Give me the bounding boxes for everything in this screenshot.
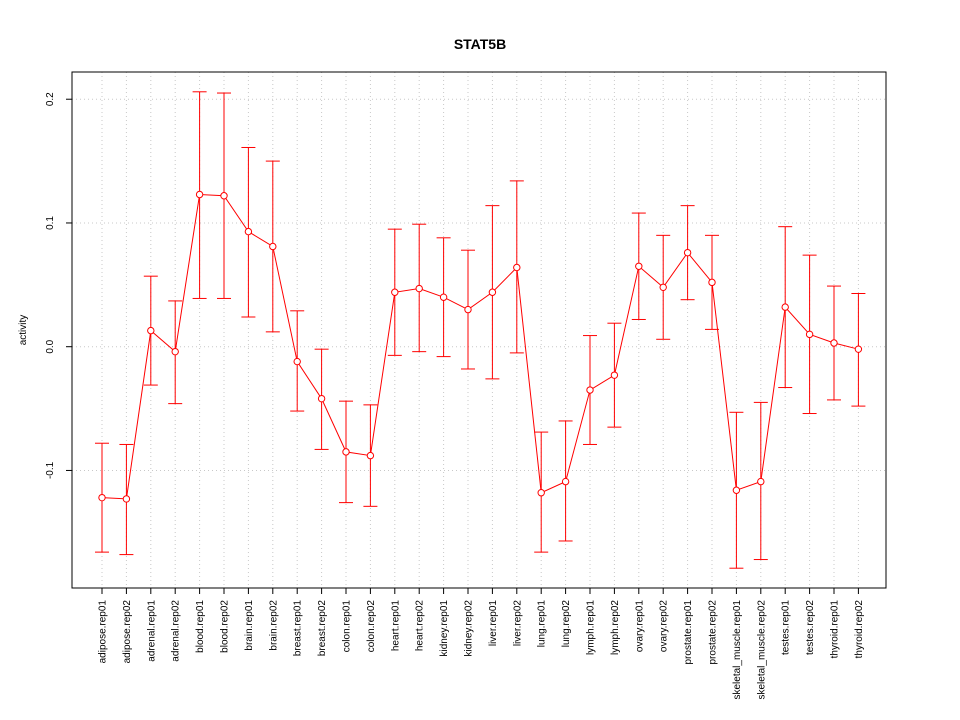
y-axis-label: activity bbox=[18, 315, 29, 346]
x-tick-label: liver.rep01 bbox=[488, 600, 499, 647]
x-tick-label: kidney.rep02 bbox=[464, 600, 475, 657]
data-point bbox=[464, 305, 472, 314]
x-tick-label: ovary.rep01 bbox=[634, 600, 645, 653]
data-point bbox=[781, 303, 789, 311]
data-point bbox=[586, 386, 594, 394]
x-tick-label: testes.rep02 bbox=[805, 600, 816, 655]
x-tick-label: skeletal_muscle.rep02 bbox=[756, 600, 767, 700]
data-point bbox=[244, 227, 253, 236]
x-tick-label: brain.rep02 bbox=[268, 600, 279, 651]
data-point bbox=[805, 330, 814, 339]
x-tick-label: breast.rep01 bbox=[293, 600, 304, 657]
x-tick-label: lymph.rep02 bbox=[610, 600, 621, 655]
x-tick-label: skeletal_muscle.rep01 bbox=[732, 600, 743, 700]
data-point bbox=[732, 486, 741, 494]
data-point bbox=[269, 242, 277, 251]
x-tick-label: colon.rep02 bbox=[366, 600, 377, 653]
data-point bbox=[635, 262, 643, 270]
data-point bbox=[122, 495, 131, 503]
x-tick-label: lymph.rep01 bbox=[586, 600, 597, 655]
data-point bbox=[659, 283, 667, 292]
x-tick-label: lung.rep02 bbox=[561, 600, 572, 648]
data-point bbox=[366, 451, 375, 460]
y-tick-label: -0.1 bbox=[45, 461, 56, 479]
x-tick-label: thyroid.rep01 bbox=[830, 600, 841, 659]
x-tick-label: testes.rep01 bbox=[781, 600, 792, 655]
plot-frame bbox=[71, 71, 887, 589]
y-tick-label: 0.1 bbox=[45, 216, 56, 230]
x-tick-label: adrenal.rep01 bbox=[146, 600, 157, 662]
x-tick-label: liver.rep02 bbox=[512, 600, 523, 647]
data-point bbox=[391, 288, 399, 296]
data-point bbox=[488, 288, 497, 296]
x-tick-label: brain.rep01 bbox=[244, 600, 255, 651]
data-point bbox=[537, 489, 545, 497]
x-tick-label: breast.rep02 bbox=[317, 600, 328, 657]
axes: -0.1 0.0 0.1 0.2 adipose.rep01 adipose.rep02 a… bbox=[45, 92, 865, 700]
x-tick-label: thyroid.rep02 bbox=[854, 600, 865, 659]
grid bbox=[72, 72, 886, 588]
data-point bbox=[683, 248, 692, 257]
data-point bbox=[317, 394, 326, 403]
series-line bbox=[101, 193, 859, 500]
data-point bbox=[220, 192, 228, 200]
data-point bbox=[147, 326, 155, 335]
x-tick-label: heart.rep01 bbox=[390, 600, 401, 652]
x-tick-label: prostate.rep02 bbox=[708, 600, 719, 665]
data-point bbox=[561, 477, 570, 486]
data-point bbox=[415, 284, 423, 293]
x-tick-label: heart.rep02 bbox=[415, 600, 426, 652]
x-tick-label: ovary.rep02 bbox=[659, 600, 670, 653]
data-point bbox=[98, 493, 106, 502]
data-point bbox=[513, 263, 521, 272]
x-tick-label: adrenal.rep02 bbox=[171, 600, 182, 662]
y-tick-label: 0.2 bbox=[45, 92, 56, 106]
data-point bbox=[854, 345, 863, 353]
data-point bbox=[342, 448, 350, 456]
chart-title: STAT5B bbox=[454, 36, 506, 52]
x-tick-label: blood.rep02 bbox=[220, 600, 231, 653]
x-tick-label: colon.rep01 bbox=[342, 600, 353, 653]
x-tick-label: adipose.rep02 bbox=[122, 600, 133, 664]
data-point bbox=[171, 347, 179, 356]
x-tick-label: blood.rep01 bbox=[195, 600, 206, 653]
y-tick-label: 0.0 bbox=[45, 339, 56, 353]
data-point bbox=[708, 278, 716, 287]
data-point bbox=[757, 477, 765, 486]
x-tick-label: adipose.rep01 bbox=[98, 600, 109, 664]
data-point bbox=[610, 371, 619, 379]
data-point bbox=[830, 339, 838, 347]
x-tick-label: kidney.rep01 bbox=[439, 600, 450, 657]
data-point bbox=[195, 190, 204, 199]
data-point bbox=[293, 357, 301, 366]
data-point bbox=[439, 293, 448, 301]
series bbox=[95, 91, 866, 569]
x-tick-label: lung.rep01 bbox=[537, 600, 548, 648]
x-tick-label: prostate.rep01 bbox=[683, 600, 694, 665]
